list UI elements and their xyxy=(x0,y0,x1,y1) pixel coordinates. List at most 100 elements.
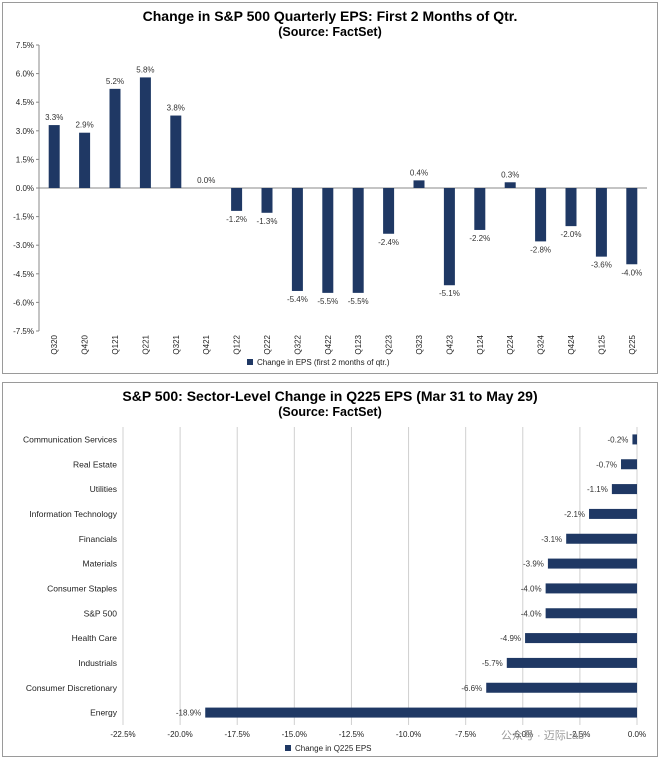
x-tick-label: Q225 xyxy=(628,334,637,354)
data-label: -3.9% xyxy=(523,560,544,569)
category-label: Health Care xyxy=(72,633,118,643)
bar xyxy=(626,188,638,265)
x-tick-label: Q422 xyxy=(324,334,333,354)
bar xyxy=(352,188,364,293)
bar xyxy=(595,188,607,257)
x-tick-label: -20.0% xyxy=(167,730,192,739)
data-label: -18.9% xyxy=(176,709,201,718)
category-label: Consumer Staples xyxy=(47,583,117,593)
data-label: -1.2% xyxy=(226,215,247,224)
x-tick-label: Q421 xyxy=(202,334,211,354)
category-label: Information Technology xyxy=(29,509,117,519)
bar xyxy=(413,180,425,188)
data-label: 0.3% xyxy=(501,170,519,179)
x-tick-label: Q125 xyxy=(597,334,606,354)
x-tick-label: -5.0% xyxy=(512,730,533,739)
bar xyxy=(566,533,637,544)
category-label: Financials xyxy=(79,534,117,544)
bar xyxy=(231,188,243,211)
data-label: -4.9% xyxy=(500,634,521,643)
category-label: Consumer Discretionary xyxy=(26,683,118,693)
bar xyxy=(139,77,151,188)
x-tick-label: Q124 xyxy=(476,334,485,354)
category-label: Real Estate xyxy=(73,459,117,469)
data-label: -5.5% xyxy=(348,297,369,306)
data-label: 0.0% xyxy=(197,176,215,185)
bar xyxy=(632,434,637,445)
data-label: -3.6% xyxy=(591,261,612,270)
quarterly-eps-chart: Change in S&P 500 Quarterly EPS: First 2… xyxy=(13,8,647,367)
data-label: -4.0% xyxy=(521,584,542,593)
bar xyxy=(291,188,303,291)
legend: Change in EPS (first 2 months of qtr.) xyxy=(247,358,390,367)
x-tick-label: -15.0% xyxy=(282,730,307,739)
x-tick-label: Q122 xyxy=(233,334,242,354)
data-label: -5.5% xyxy=(317,297,338,306)
x-tick-label: Q223 xyxy=(385,334,394,354)
bar xyxy=(611,484,637,495)
x-tick-label: -17.5% xyxy=(225,730,250,739)
bar xyxy=(443,188,455,286)
bar xyxy=(545,583,637,594)
data-label: 3.3% xyxy=(45,113,63,122)
data-label: -5.1% xyxy=(439,289,460,298)
bar xyxy=(322,188,334,293)
y-tick-label: 7.5% xyxy=(16,41,34,50)
bar xyxy=(383,188,395,234)
x-tick-label: Q324 xyxy=(537,334,546,354)
y-tick-label: 1.5% xyxy=(16,155,34,164)
chart-title: Change in S&P 500 Quarterly EPS: First 2… xyxy=(143,8,518,24)
data-label: -2.8% xyxy=(530,245,551,254)
x-tick-label: Q221 xyxy=(141,334,150,354)
bar xyxy=(545,608,637,619)
sector-eps-chart-panel: S&P 500: Sector-Level Change in Q225 EPS… xyxy=(2,382,658,757)
data-label: -6.6% xyxy=(461,684,482,693)
y-tick-label: 4.5% xyxy=(16,98,34,107)
x-tick-label: Q423 xyxy=(445,334,454,354)
chart-title: S&P 500: Sector-Level Change in Q225 EPS… xyxy=(122,388,537,404)
bar xyxy=(506,657,637,668)
bar xyxy=(170,115,182,188)
bar xyxy=(547,558,637,569)
category-label: Materials xyxy=(83,559,117,569)
data-label: -5.7% xyxy=(482,659,503,668)
x-tick-label: Q222 xyxy=(263,334,272,354)
data-label: -2.2% xyxy=(469,234,490,243)
bar xyxy=(621,459,637,470)
category-label: S&P 500 xyxy=(84,608,118,618)
category-label: Industrials xyxy=(78,658,117,668)
legend-swatch xyxy=(247,359,253,365)
quarterly-eps-chart-panel: Change in S&P 500 Quarterly EPS: First 2… xyxy=(2,2,658,374)
y-tick-label: -3.0% xyxy=(13,241,34,250)
x-tick-label: -7.5% xyxy=(455,730,476,739)
category-label: Energy xyxy=(90,708,118,718)
legend: Change in Q225 EPS xyxy=(285,744,372,753)
bar xyxy=(589,508,637,519)
x-tick-label: Q123 xyxy=(354,334,363,354)
data-label: -1.3% xyxy=(257,217,278,226)
bar xyxy=(486,682,637,693)
data-label: -4.0% xyxy=(521,609,542,618)
y-tick-label: -7.5% xyxy=(13,327,34,336)
category-label: Communication Services xyxy=(23,434,117,444)
sector-eps-chart: S&P 500: Sector-Level Change in Q225 EPS… xyxy=(23,388,646,753)
legend-label: Change in Q225 EPS xyxy=(295,744,372,753)
chart-subtitle: (Source: FactSet) xyxy=(278,405,382,419)
y-tick-label: -4.5% xyxy=(13,270,34,279)
data-label: -0.2% xyxy=(608,435,629,444)
data-label: 5.2% xyxy=(106,77,124,86)
x-tick-label: Q420 xyxy=(81,334,90,354)
x-tick-label: Q121 xyxy=(111,334,120,354)
legend-label: Change in EPS (first 2 months of qtr.) xyxy=(257,358,390,367)
x-tick-label: 0.0% xyxy=(628,730,646,739)
x-tick-label: Q224 xyxy=(506,334,515,354)
data-label: -2.1% xyxy=(564,510,585,519)
x-tick-label: Q322 xyxy=(293,334,302,354)
y-tick-label: 0.0% xyxy=(16,184,34,193)
data-label: 3.8% xyxy=(167,104,185,113)
bar xyxy=(565,188,577,227)
y-tick-label: 6.0% xyxy=(16,70,34,79)
y-tick-label: -6.0% xyxy=(13,298,34,307)
data-label: 2.9% xyxy=(75,121,93,130)
bar xyxy=(474,188,486,230)
